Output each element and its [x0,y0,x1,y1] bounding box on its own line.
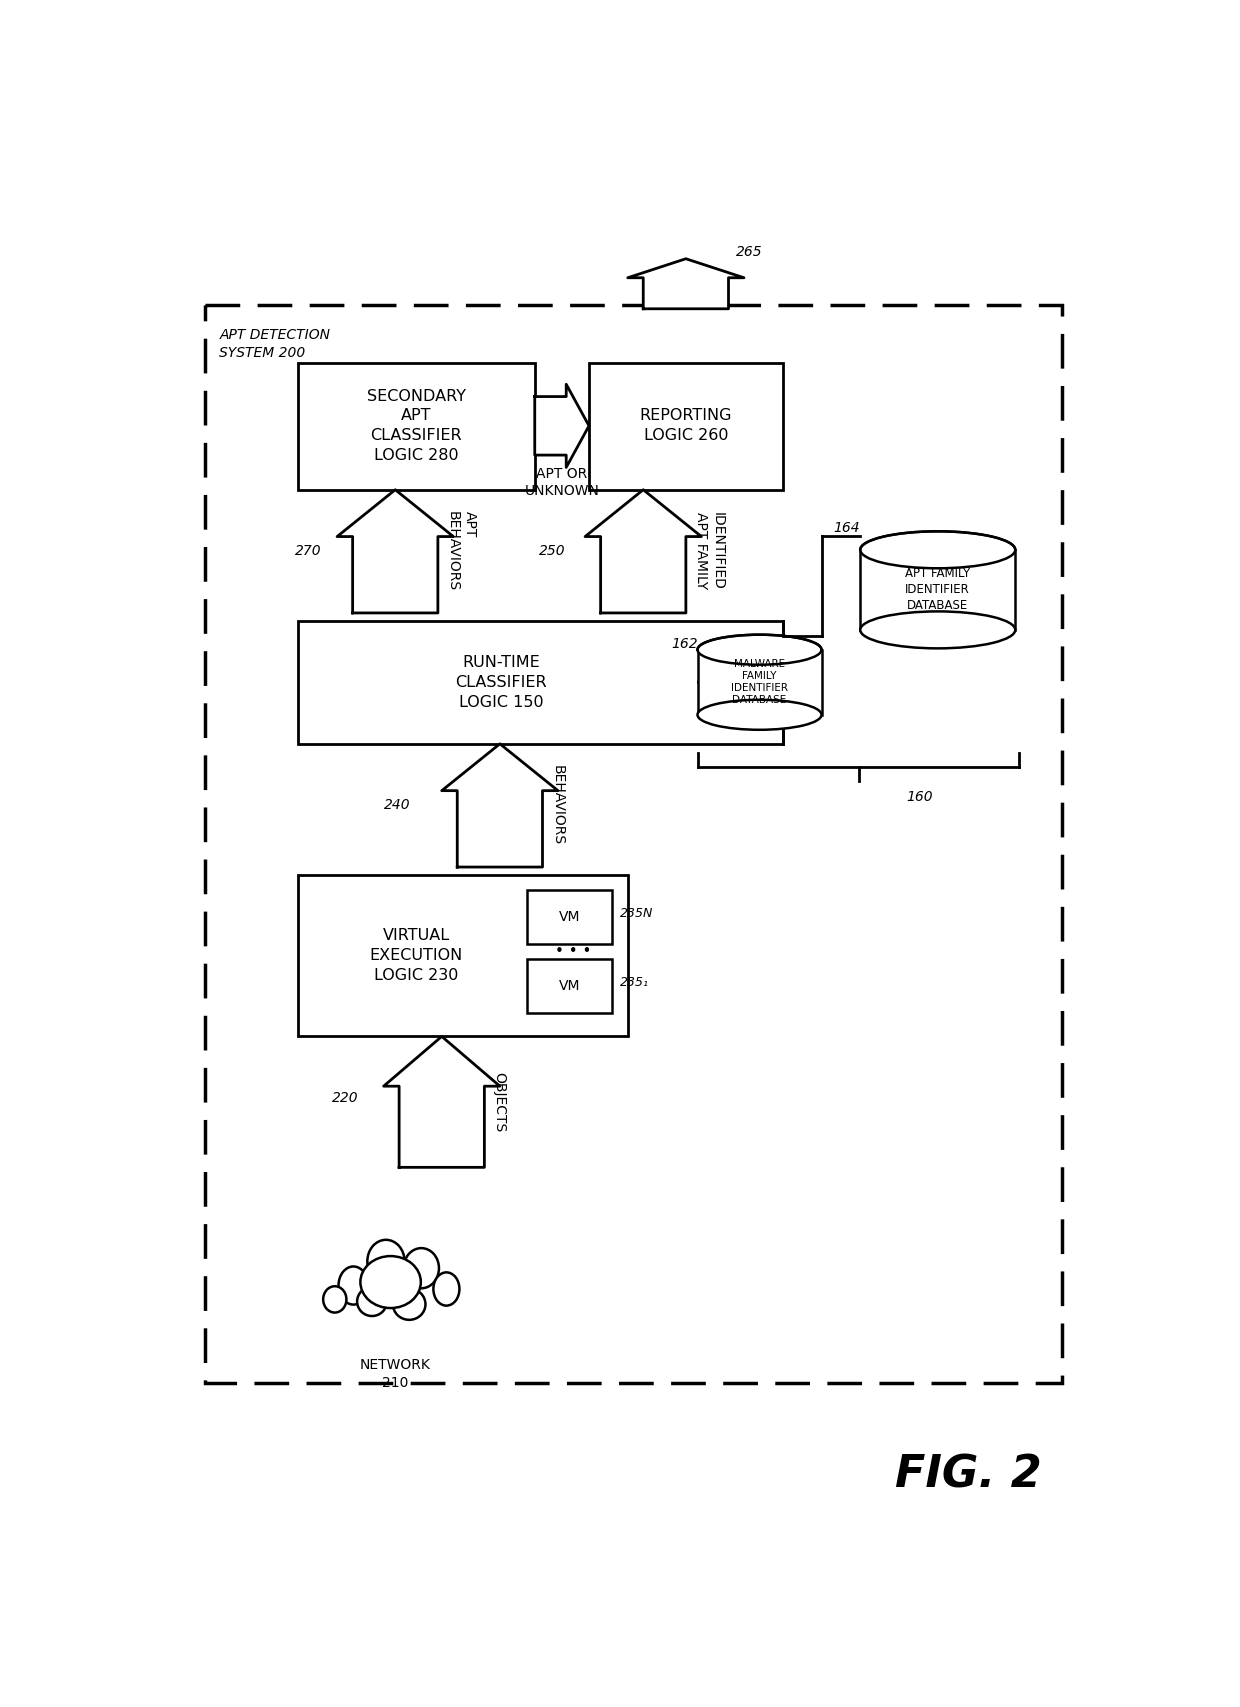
Polygon shape [627,259,744,309]
Ellipse shape [393,1289,425,1320]
Bar [299,621,782,744]
Ellipse shape [309,1224,481,1326]
Text: IDENTIFIED
APT FAMILY: IDENTIFIED APT FAMILY [693,512,725,591]
Text: NETWORK
210: NETWORK 210 [360,1359,430,1389]
Ellipse shape [357,1287,387,1316]
Bar [589,362,782,490]
Polygon shape [441,744,558,867]
Bar [527,889,613,944]
Text: • • •: • • • [556,944,591,959]
Ellipse shape [434,1272,459,1306]
Text: 235N: 235N [620,906,653,920]
Text: 164: 164 [833,521,861,536]
Text: 235₁: 235₁ [620,976,649,988]
Ellipse shape [339,1267,368,1304]
Text: SECONDARY
APT
CLASSIFIER
LOGIC 280: SECONDARY APT CLASSIFIER LOGIC 280 [367,389,466,463]
Polygon shape [337,490,454,613]
Text: 240: 240 [384,799,410,813]
Text: 250: 250 [539,545,565,558]
Polygon shape [585,490,702,613]
Text: APT FAMILY
IDENTIFIER
DATABASE: APT FAMILY IDENTIFIER DATABASE [905,567,971,613]
Text: OBJECTS: OBJECTS [492,1072,506,1132]
Ellipse shape [361,1256,420,1308]
Text: VM: VM [559,980,580,993]
Text: VIRTUAL
EXECUTION
LOGIC 230: VIRTUAL EXECUTION LOGIC 230 [370,929,463,983]
Text: 265: 265 [737,244,763,259]
Ellipse shape [697,700,821,731]
Bar [527,959,613,1014]
Ellipse shape [861,531,1016,568]
Bar [206,306,1061,1383]
Ellipse shape [697,635,821,664]
Text: BEHAVIORS: BEHAVIORS [551,765,564,845]
Text: REPORTING
LOGIC 260: REPORTING LOGIC 260 [640,408,732,444]
Ellipse shape [324,1287,346,1313]
Text: 160: 160 [906,790,934,804]
Text: APT DETECTION
SYSTEM 200: APT DETECTION SYSTEM 200 [219,328,330,360]
Text: 220: 220 [332,1091,358,1104]
Text: MALWARE
FAMILY
IDENTIFIER
DATABASE: MALWARE FAMILY IDENTIFIER DATABASE [732,659,787,705]
Polygon shape [534,384,589,468]
Text: FIG. 2: FIG. 2 [895,1454,1042,1497]
Bar [861,550,1016,630]
Polygon shape [383,1036,500,1168]
Text: APT OR
UNKNOWN: APT OR UNKNOWN [525,466,599,498]
Text: 162: 162 [671,637,697,650]
Ellipse shape [367,1239,404,1282]
Text: VM: VM [559,910,580,923]
Ellipse shape [403,1248,439,1289]
Text: RUN-TIME
CLASSIFIER
LOGIC 150: RUN-TIME CLASSIFIER LOGIC 150 [455,655,547,710]
Ellipse shape [861,611,1016,649]
Text: 270: 270 [295,545,321,558]
Text: APT
BEHAVIORS: APT BEHAVIORS [445,512,477,591]
Bar [697,650,821,715]
Bar [299,874,627,1036]
Bar [299,362,534,490]
